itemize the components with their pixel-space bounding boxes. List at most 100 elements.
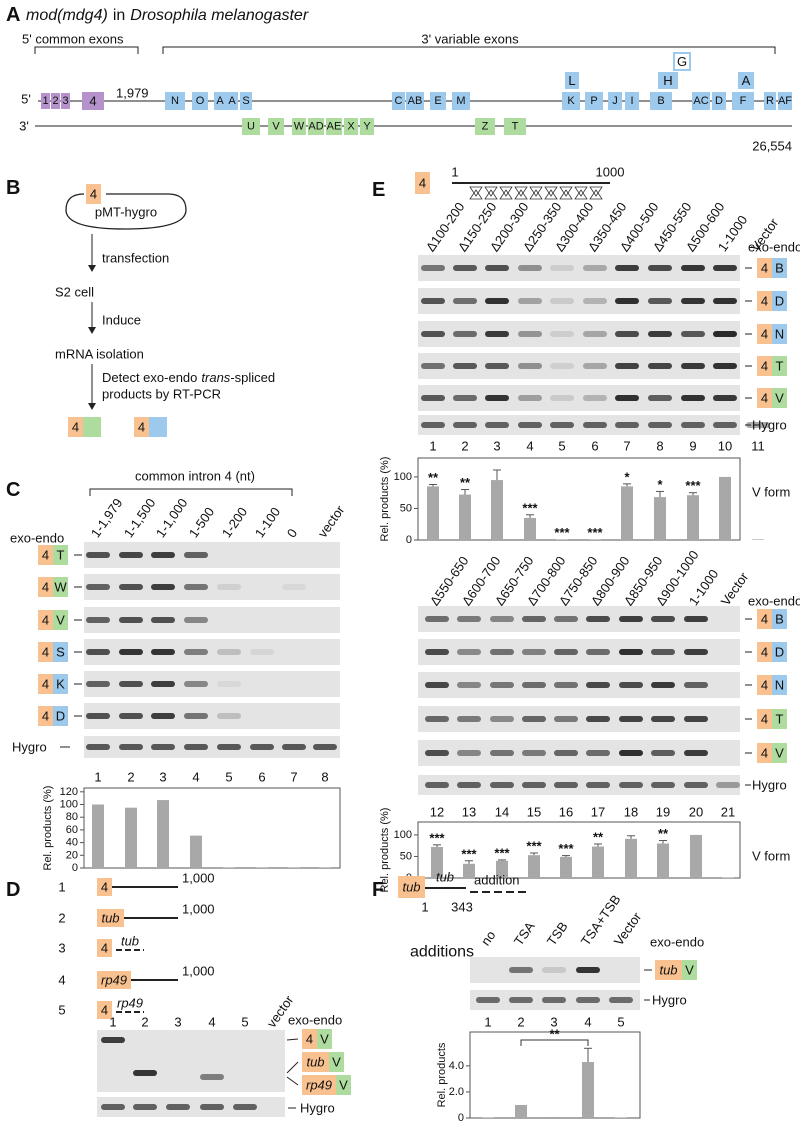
gel-band (576, 997, 600, 1003)
lane-number: 3 (493, 439, 500, 454)
significance-label: *** (685, 478, 701, 493)
gel-band (457, 616, 481, 622)
gel-band (119, 681, 143, 687)
gel-band (151, 649, 175, 655)
gel-band (457, 682, 481, 688)
gel-band (681, 265, 705, 271)
insert-label: tub (121, 934, 139, 949)
gel-band (586, 750, 610, 756)
y-axis-label: Rel. products (%) (379, 808, 391, 893)
gel-band (651, 616, 675, 622)
gel-band (184, 744, 208, 750)
exo-label: 4 (761, 612, 768, 627)
bar (524, 517, 536, 540)
exo-label-box (757, 743, 772, 763)
exon (608, 92, 622, 110)
y-axis-label: Rel. products (%) (42, 786, 54, 871)
gel-band (648, 265, 672, 271)
gel-band (651, 682, 675, 688)
gel-band (554, 616, 578, 622)
exo-label-box (38, 545, 53, 565)
bar (548, 1116, 560, 1118)
gel-band (713, 422, 737, 428)
gel-band (542, 967, 566, 973)
exo-label: 4 (761, 294, 768, 309)
significance-label: ** (658, 826, 669, 841)
lane-number: 4 (208, 1015, 215, 1030)
y-axis-label: Rel. products (436, 1042, 448, 1107)
exo-label-box (38, 577, 53, 597)
gel-band (151, 681, 175, 687)
gel-band (522, 649, 546, 655)
bar (752, 539, 764, 540)
gel-band (184, 649, 208, 655)
bar (190, 835, 202, 868)
gel-band (490, 616, 514, 622)
exon (226, 92, 238, 110)
endo-label: V (339, 1078, 348, 1093)
step-label: Detect exo-endo trans-spliced (102, 370, 275, 385)
y-tick-label: 50 (400, 502, 412, 514)
deletion-mark (499, 186, 513, 200)
gel-band (681, 422, 705, 428)
bar (431, 846, 443, 878)
significance-label: ** (593, 829, 604, 844)
gel-band (425, 616, 449, 622)
gel-band (518, 422, 542, 428)
endo-label-box (53, 545, 68, 565)
gel-band (184, 552, 208, 558)
exo-label-box (757, 642, 772, 662)
gel-band (518, 395, 542, 401)
exo-label: 4 (761, 391, 768, 406)
plot-frame (469, 1031, 641, 1119)
lane-number: 1 (429, 439, 436, 454)
gel-band (615, 298, 639, 304)
gel-band (421, 331, 445, 337)
exon-label: W (294, 121, 305, 133)
gel-band (453, 331, 477, 337)
product-exo-box (68, 417, 83, 437)
gel-band (313, 744, 337, 750)
gel-band (119, 744, 143, 750)
gel-band (490, 750, 514, 756)
gel-band (684, 750, 708, 756)
lane-number: 4 (192, 770, 199, 785)
exon (61, 93, 70, 109)
gel-band (151, 713, 175, 719)
exon (268, 118, 284, 135)
exo-endo-label: exo-endo (650, 935, 704, 950)
control-label: Hygro (752, 418, 787, 433)
construct-number: 2 (58, 911, 65, 926)
gel-band (554, 682, 578, 688)
exon-label: S (242, 95, 249, 107)
deletion-mark (529, 186, 543, 200)
endo-label-box (53, 642, 68, 662)
deletion-mark (589, 186, 603, 200)
exon (344, 118, 358, 135)
gel-band (619, 716, 643, 722)
gel-band (619, 782, 643, 788)
coordinate: 1,979 (116, 86, 149, 101)
exon-label: A (228, 95, 236, 107)
bar (582, 1061, 594, 1118)
y-tick-label: 20 (66, 849, 78, 861)
endo-label: D (56, 709, 65, 724)
exon-label: 1 (42, 95, 48, 107)
construct-exo: tub (101, 911, 119, 926)
bar (125, 807, 137, 868)
title-part: mod(mdg4) (26, 7, 108, 24)
gel-band (554, 649, 578, 655)
exon-label: X (347, 121, 355, 133)
gel-band (648, 331, 672, 337)
bar (157, 800, 169, 868)
exon (292, 118, 306, 135)
significance-label: *** (587, 525, 603, 540)
construct-number: 5 (58, 1003, 65, 1018)
lane-header: vector (315, 502, 348, 540)
endo-label: W (54, 580, 67, 595)
gel-band (518, 265, 542, 271)
arrow-head (88, 265, 96, 272)
y-tick-label: 40 (66, 837, 78, 849)
gel-band (119, 713, 143, 719)
bracket (162, 46, 776, 54)
